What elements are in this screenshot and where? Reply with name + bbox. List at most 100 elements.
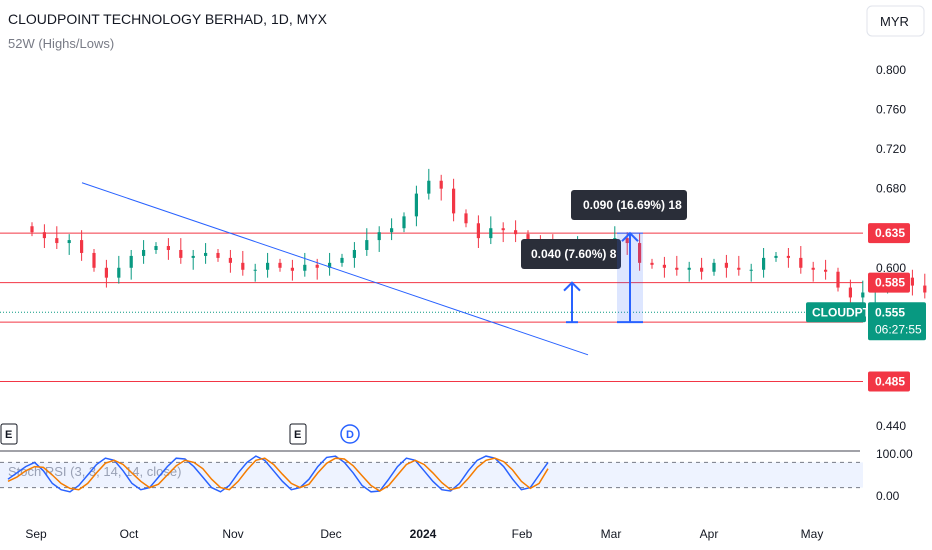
candle-body [910,277,914,286]
x-tick-label: May [801,527,824,541]
candle-body [774,255,778,258]
arrow-head [563,281,581,292]
y-tick-label: 0.440 [876,419,906,433]
stoch-rsi-label: Stoch RSI (3, 3, 14, 14, close) [8,464,181,479]
trendline-segment[interactable] [81,182,589,356]
candle-body [166,246,170,250]
candle-body [365,240,369,250]
candle-body [55,238,59,244]
candle-body [154,246,158,250]
y-tick-label: 0.680 [876,182,906,196]
candle-body [476,223,480,239]
candle-body [625,238,629,244]
candle-body [638,243,642,263]
candle-body [117,267,121,278]
y-tick-label: 0.720 [876,142,906,156]
candle-body [390,228,394,233]
measure-label: 0.040 (7.60%) 8 [531,247,617,261]
candle-body [526,234,530,244]
candle-body [452,188,456,214]
stoch-line-k [7,455,549,493]
x-tick-label: Mar [601,527,622,541]
candle-body [179,249,183,258]
candle-body [749,269,753,271]
bar-countdown: 06:27:55 [875,322,922,336]
candle-body [278,262,282,268]
y-tick-label: 0.760 [876,103,906,117]
candle-body [290,267,294,271]
candle-body [303,264,307,271]
candle-body [340,257,344,263]
osc-y-tick-label: 100.00 [876,447,913,461]
x-tick-label: Feb [512,527,533,541]
dividend-marker-label: D [346,429,354,441]
candle-body [836,271,840,288]
symbol-tag [806,302,866,323]
candle-body [439,180,443,189]
level-price-tag [868,371,910,392]
earnings-marker-label: E [5,429,12,441]
candle-body [204,252,208,256]
candle-body [700,267,704,272]
osc-y-tick-label: 0.00 [876,489,900,503]
candle-body [427,180,431,194]
stoch-rsi-pane: Stoch RSI (3, 3, 14, 14, close) 100.00 0.… [0,447,913,503]
x-tick-label: Apr [700,527,719,541]
measure-label-box [571,190,687,220]
candle-body [80,240,84,253]
candle-body [104,267,108,278]
y-tick-label: 0.800 [876,63,906,77]
earnings-marker-label: E [294,429,301,441]
candle-body [352,249,356,258]
candle-body [675,267,679,270]
candle-body [501,228,505,231]
candle-body [786,255,790,258]
indicator-subtitle: 52W (Highs/Lows) [8,36,114,51]
candle-body [687,267,691,270]
candle-body [712,262,716,272]
candle-body [191,255,195,258]
candle-body [402,216,406,229]
candle-body [824,269,828,272]
dividend-marker[interactable] [340,424,360,444]
earnings-marker[interactable] [0,423,18,445]
trendline[interactable] [81,182,589,356]
measure-label: 0.090 (16.69%) 18 [583,198,682,212]
earnings-marker[interactable] [289,423,307,445]
x-tick-label: 2024 [410,527,437,541]
candle-body [216,252,220,258]
candle-body [42,232,46,239]
time-axis: Sep Oct Nov Dec 2024 Feb Mar Apr May [25,527,823,541]
level-price-text: 0.485 [875,375,905,389]
currency-label: MYR [880,14,909,29]
candle-body [489,228,493,239]
candle-body [67,240,71,244]
level-price-text: 0.635 [875,226,905,240]
level-price-tag [868,272,910,293]
last-price-tag [868,302,926,341]
candle-body [464,213,468,224]
chart-title: CLOUDPOINT TECHNOLOGY BERHAD, 1D, MYX [8,11,328,27]
candle-body [142,249,146,256]
candle-body [328,262,332,268]
y-tick-label: 0.600 [876,261,906,275]
candle-body [799,257,803,268]
currency-button[interactable]: MYR [866,5,925,37]
last-price-text: 0.555 [875,305,905,319]
candle-body [923,285,927,293]
candle-body [377,232,381,241]
candle-body [241,262,245,270]
candle-body [266,262,270,270]
measure-annotations[interactable]: 0.040 (7.60%) 8 0.090 (16.69%) 18 [521,190,687,324]
candle-body [650,262,654,265]
candle-body [662,264,666,268]
candle-body [414,193,418,217]
candles [30,168,927,308]
level-price-tag [868,223,910,244]
candle-body [514,230,518,235]
candle-body [129,255,133,268]
candle-body [315,264,319,268]
candle-body [253,269,257,271]
